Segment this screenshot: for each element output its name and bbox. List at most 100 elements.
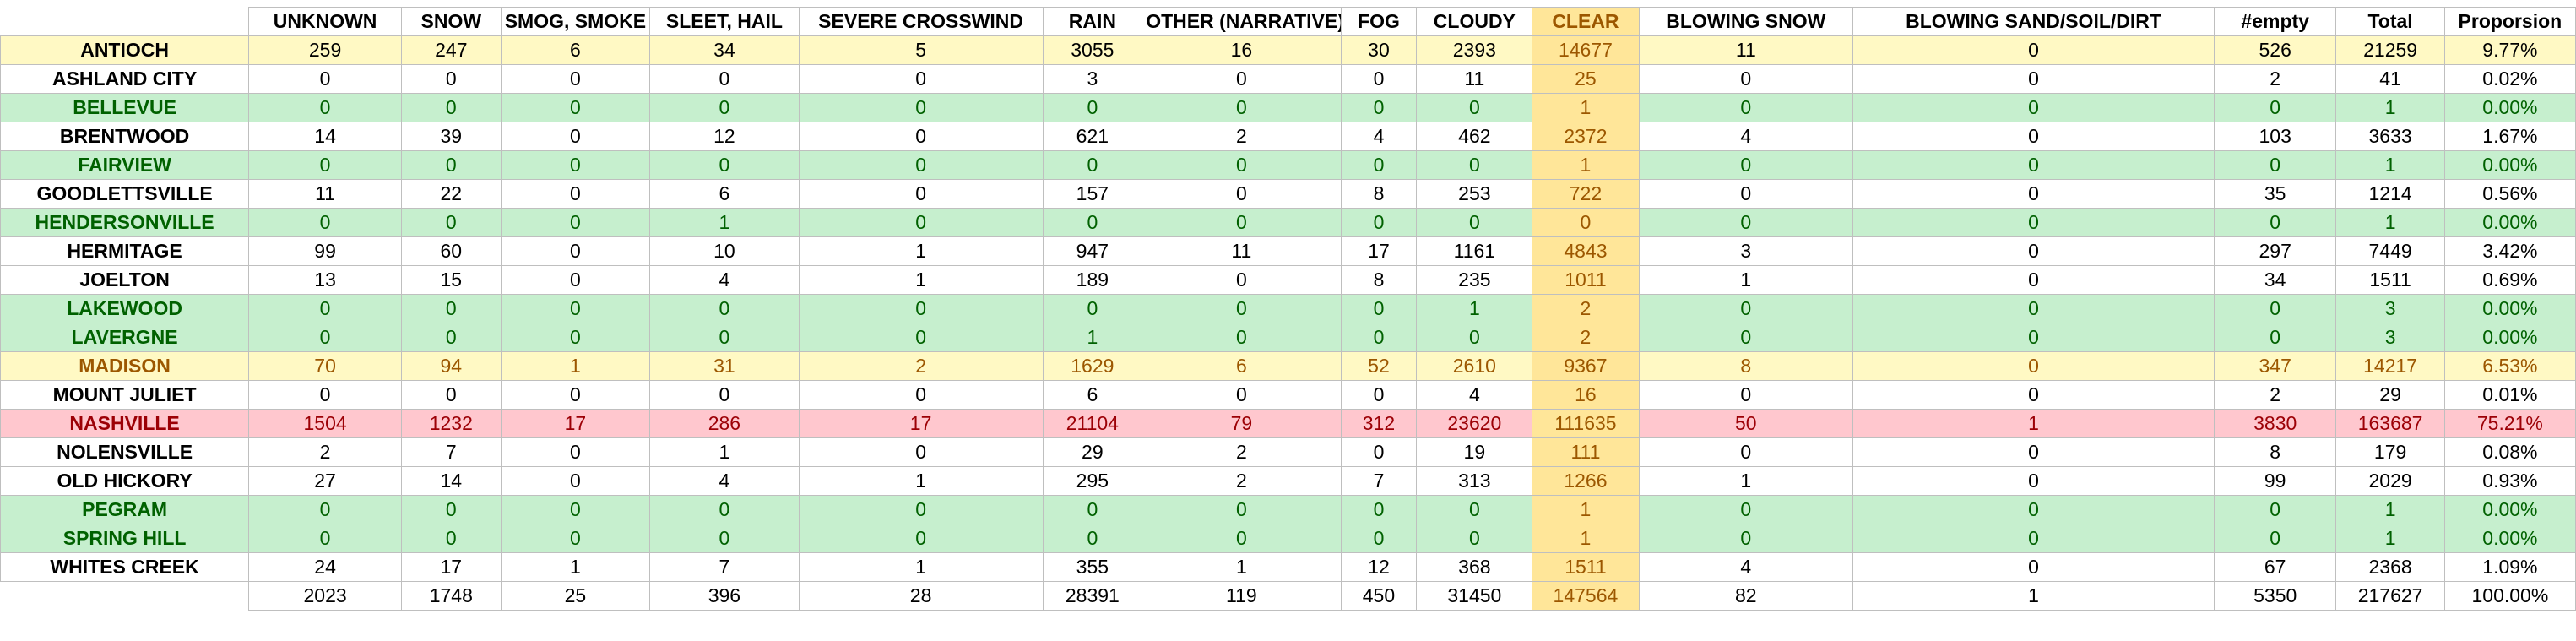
data-cell[interactable]: 0	[2213, 524, 2337, 553]
data-cell[interactable]: 15	[400, 265, 502, 295]
data-cell[interactable]: 0	[798, 179, 1044, 209]
data-cell[interactable]: 17	[500, 409, 651, 438]
column-header[interactable]: BLOWING SAND/SOIL/DIRT	[1852, 7, 2215, 36]
data-cell[interactable]: 0	[1340, 524, 1418, 553]
column-header[interactable]: SNOW	[400, 7, 502, 36]
data-cell[interactable]: 34	[2213, 265, 2337, 295]
data-cell[interactable]: 0	[1638, 437, 1854, 467]
data-cell[interactable]: 0	[248, 93, 402, 122]
data-cell[interactable]: 2	[2213, 380, 2337, 410]
data-cell[interactable]: 0.69%	[2443, 265, 2576, 295]
data-cell[interactable]: 16	[1142, 35, 1342, 65]
data-cell[interactable]: 0.01%	[2443, 380, 2576, 410]
data-cell[interactable]: 29	[2335, 380, 2445, 410]
data-cell[interactable]: 1	[1638, 265, 1854, 295]
column-header[interactable]: BLOWING SNOW	[1638, 7, 1854, 36]
data-cell[interactable]: 1.09%	[2443, 552, 2576, 582]
data-cell[interactable]: 1	[1532, 524, 1640, 553]
data-cell[interactable]: 0	[649, 495, 800, 524]
data-cell[interactable]: 3.42%	[2443, 236, 2576, 266]
data-cell[interactable]: 35	[2213, 179, 2337, 209]
data-cell[interactable]: 1511	[1532, 552, 1640, 582]
data-cell[interactable]: 4	[649, 265, 800, 295]
data-cell[interactable]: 0	[1142, 323, 1342, 352]
data-cell[interactable]: 347	[2213, 351, 2337, 381]
data-cell[interactable]: 6	[649, 179, 800, 209]
data-cell[interactable]: 253	[1416, 179, 1533, 209]
data-cell[interactable]: 0	[1852, 236, 2215, 266]
data-cell[interactable]: 0	[500, 122, 651, 151]
data-cell[interactable]: 0	[1638, 93, 1854, 122]
data-cell[interactable]: 0	[649, 380, 800, 410]
data-cell[interactable]: 0	[1340, 323, 1418, 352]
total-cell[interactable]: 25	[500, 581, 651, 611]
data-cell[interactable]: 2029	[2335, 466, 2445, 496]
data-cell[interactable]: 0	[500, 93, 651, 122]
data-cell[interactable]: 295	[1042, 466, 1143, 496]
data-cell[interactable]: 0	[1852, 35, 2215, 65]
data-cell[interactable]: 0	[798, 380, 1044, 410]
data-cell[interactable]: 3633	[2335, 122, 2445, 151]
data-cell[interactable]: 111635	[1532, 409, 1640, 438]
data-cell[interactable]: 947	[1042, 236, 1143, 266]
data-cell[interactable]: 1	[1142, 552, 1342, 582]
total-cell[interactable]: 147564	[1532, 581, 1640, 611]
data-cell[interactable]: 0	[1416, 150, 1533, 180]
data-cell[interactable]: 4	[1416, 380, 1533, 410]
data-cell[interactable]: 1214	[2335, 179, 2445, 209]
data-cell[interactable]: 0	[2213, 208, 2337, 237]
data-cell[interactable]: 14677	[1532, 35, 1640, 65]
data-cell[interactable]: 0.00%	[2443, 294, 2576, 323]
data-cell[interactable]: 0	[1340, 380, 1418, 410]
data-cell[interactable]: 0	[649, 294, 800, 323]
data-cell[interactable]: 0	[798, 437, 1044, 467]
data-cell[interactable]: 0	[1532, 208, 1640, 237]
data-cell[interactable]: 8	[1638, 351, 1854, 381]
data-cell[interactable]: 0	[1638, 524, 1854, 553]
city-name-cell[interactable]: BELLEVUE	[0, 93, 250, 122]
data-cell[interactable]: 247	[400, 35, 502, 65]
data-cell[interactable]: 0.00%	[2443, 150, 2576, 180]
data-cell[interactable]: 79	[1142, 409, 1342, 438]
data-cell[interactable]: 1	[649, 208, 800, 237]
column-header[interactable]: FOG	[1340, 7, 1418, 36]
data-cell[interactable]: 0	[500, 236, 651, 266]
data-cell[interactable]: 6	[1142, 351, 1342, 381]
data-cell[interactable]: 462	[1416, 122, 1533, 151]
data-cell[interactable]: 0	[2213, 323, 2337, 352]
data-cell[interactable]: 1	[1532, 93, 1640, 122]
data-cell[interactable]: 7	[1340, 466, 1418, 496]
total-cell[interactable]: 450	[1340, 581, 1418, 611]
total-cell[interactable]: 31450	[1416, 581, 1533, 611]
data-cell[interactable]: 1	[649, 437, 800, 467]
data-cell[interactable]: 286	[649, 409, 800, 438]
data-cell[interactable]: 16	[1532, 380, 1640, 410]
data-cell[interactable]: 14	[400, 466, 502, 496]
data-cell[interactable]: 7	[400, 437, 502, 467]
total-cell[interactable]: 1	[1852, 581, 2215, 611]
data-cell[interactable]: 0	[1142, 208, 1342, 237]
data-cell[interactable]: 0.93%	[2443, 466, 2576, 496]
data-cell[interactable]: 0	[1340, 64, 1418, 94]
column-header[interactable]: CLOUDY	[1416, 7, 1533, 36]
data-cell[interactable]: 0	[1852, 179, 2215, 209]
data-cell[interactable]: 2	[1142, 466, 1342, 496]
data-cell[interactable]: 4843	[1532, 236, 1640, 266]
data-cell[interactable]: 2	[1532, 323, 1640, 352]
data-cell[interactable]: 0	[1416, 323, 1533, 352]
data-cell[interactable]: 0	[1340, 208, 1418, 237]
data-cell[interactable]: 0.00%	[2443, 323, 2576, 352]
data-cell[interactable]: 0	[1042, 524, 1143, 553]
data-cell[interactable]: 0	[500, 466, 651, 496]
data-cell[interactable]: 297	[2213, 236, 2337, 266]
total-cell[interactable]: 119	[1142, 581, 1342, 611]
data-cell[interactable]: 189	[1042, 265, 1143, 295]
data-cell[interactable]: 0.56%	[2443, 179, 2576, 209]
data-cell[interactable]: 24	[248, 552, 402, 582]
data-cell[interactable]: 0	[500, 179, 651, 209]
data-cell[interactable]: 0	[1852, 64, 2215, 94]
data-cell[interactable]: 111	[1532, 437, 1640, 467]
data-cell[interactable]: 0	[1638, 150, 1854, 180]
data-cell[interactable]: 0	[798, 122, 1044, 151]
data-cell[interactable]: 1	[1416, 294, 1533, 323]
